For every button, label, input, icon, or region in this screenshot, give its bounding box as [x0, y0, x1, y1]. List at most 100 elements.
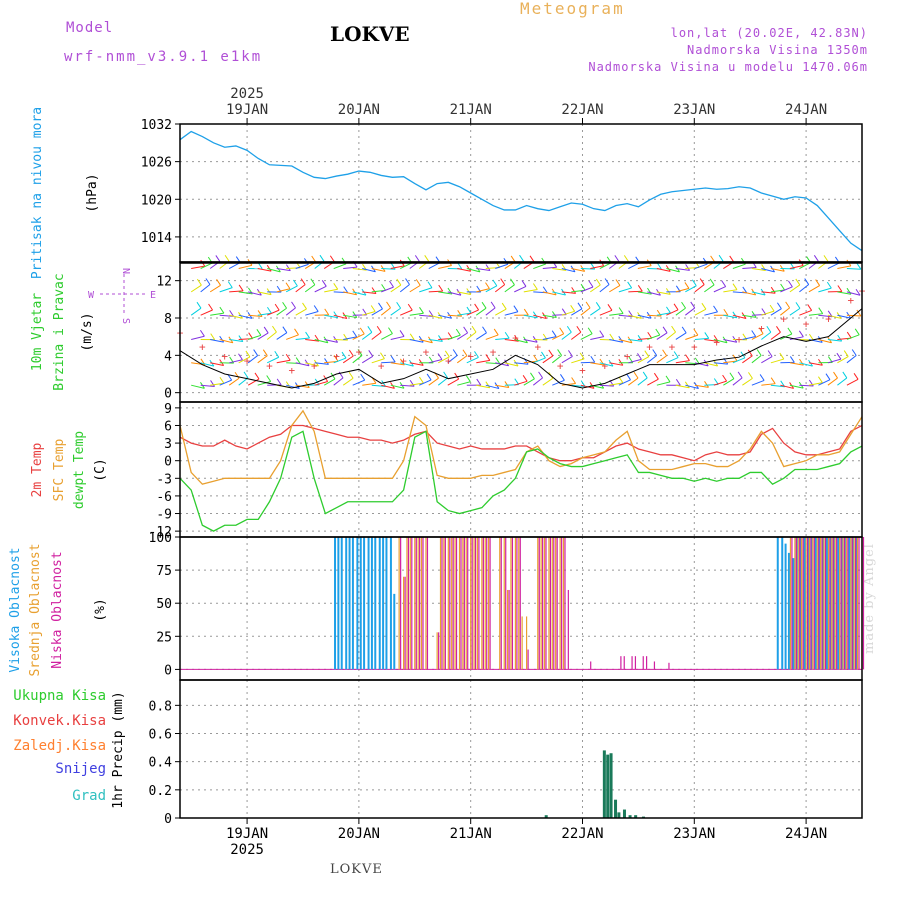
- wind-barb-flag: [333, 355, 339, 362]
- wind-barb: [390, 384, 405, 389]
- wind-barb: [238, 356, 251, 364]
- wind-barb: [723, 378, 735, 386]
- wind-barb-flag: [653, 372, 659, 380]
- bottom-day-label: 19JAN: [226, 826, 268, 842]
- wind-barb: [476, 332, 487, 340]
- wind-barb: [390, 335, 405, 340]
- coordinates: lon,lat (20.02E, 42.83N): [670, 26, 868, 40]
- wind-barb-flag: [272, 325, 277, 333]
- bottom-day-label: 23JAN: [673, 826, 715, 842]
- wind-barb: [542, 291, 557, 296]
- wind-barb-flag: [751, 311, 757, 318]
- precip-bar: [622, 809, 626, 818]
- wind-barb-flag: [405, 278, 410, 285]
- wind-barb-flag: [789, 356, 795, 363]
- wind-barb-flag: [836, 352, 842, 360]
- wind-barb: [523, 338, 538, 343]
- wind-barb: [371, 268, 386, 272]
- y-tick-label: -12: [149, 525, 172, 540]
- wind-barb-flag: [818, 376, 823, 383]
- pressure-unit: (hPa): [85, 173, 100, 212]
- wind-barb: [666, 357, 679, 364]
- wind-barb-flag: [321, 280, 327, 287]
- wind-barb: [637, 314, 652, 319]
- wind-barb: [361, 331, 373, 340]
- y-tick-label: 3: [164, 437, 172, 452]
- wind-barb: [238, 264, 253, 270]
- wind-barb: [637, 291, 652, 295]
- wind-barb: [514, 286, 527, 293]
- wind-barb: [533, 314, 547, 320]
- wind-barb: [276, 332, 288, 340]
- wind-barb: [580, 333, 593, 340]
- wind-barb-flag: [701, 302, 707, 310]
- wind-barb: [219, 338, 233, 344]
- wind-barb-flag: [585, 301, 591, 309]
- wind-barb: [285, 307, 296, 316]
- wind-barb-flag: [324, 358, 329, 365]
- wind-barb: [257, 312, 272, 316]
- wind-barb-flag: [684, 282, 690, 289]
- wind-barb-flag: [378, 302, 383, 310]
- wind-gust-mark: +: [467, 350, 474, 363]
- wind-barb-flag: [419, 376, 424, 384]
- wind-gust-mark: +: [266, 359, 273, 372]
- wind-barb: [723, 360, 738, 364]
- wind-barb: [276, 288, 291, 293]
- wind-barb-flag: [352, 288, 358, 296]
- wind-barb-flag: [300, 278, 306, 285]
- wind-barb-flag: [541, 351, 546, 359]
- wind-barb-flag: [474, 303, 480, 311]
- wind-barb: [618, 287, 632, 293]
- wind-barb: [675, 384, 690, 389]
- wind-barb-flag: [693, 328, 699, 336]
- wind-barb: [295, 308, 307, 316]
- wind-barb: [694, 362, 709, 367]
- wind-barb: [571, 358, 585, 364]
- bottom-day-label: 21JAN: [450, 826, 492, 842]
- wind-barb: [352, 333, 365, 340]
- wind-label-1: 10m Vjetar: [30, 293, 45, 371]
- wind-barb: [200, 384, 215, 387]
- wind-barb-flag: [718, 254, 724, 262]
- wind-barb-flag: [415, 279, 421, 286]
- wind-barb: [656, 355, 667, 364]
- wind-barb: [656, 291, 671, 295]
- wind-barb-flag: [485, 381, 491, 388]
- wind-barb: [780, 307, 790, 316]
- wind-barb: [827, 262, 840, 269]
- wind-gust-mark: +: [691, 341, 698, 354]
- wind-barb: [846, 268, 861, 270]
- wind-barb-flag: [837, 285, 843, 292]
- y-tick-label: 0.6: [149, 728, 172, 743]
- wind-barb: [305, 362, 319, 367]
- bottom-day-label: 24JAN: [785, 826, 827, 842]
- wind-barb: [447, 314, 462, 317]
- wind-barb-flag: [248, 332, 254, 339]
- wind-barb: [343, 291, 357, 296]
- wind-barb: [694, 284, 705, 293]
- wind-barb: [419, 338, 433, 344]
- wind-barb: [295, 384, 310, 389]
- wind-barb-flag: [595, 302, 601, 309]
- wind-barb-flag: [776, 326, 781, 333]
- wind-gust-mark: +: [669, 341, 676, 354]
- wind-barb-flag: [419, 307, 424, 314]
- panel-frame: [179, 679, 863, 819]
- wind-barb: [685, 384, 699, 390]
- y-tick-label: 9: [164, 402, 172, 417]
- wind-barb: [799, 384, 814, 387]
- wind-barb: [314, 285, 327, 293]
- wind-barb: [380, 307, 391, 316]
- wind-barb: [713, 286, 726, 293]
- precip-bar: [614, 799, 618, 818]
- wind-barb: [580, 307, 591, 316]
- wind-barb: [761, 268, 775, 273]
- wind-barb-flag: [570, 305, 576, 312]
- wind-barb: [475, 307, 487, 316]
- wind-barb-flag: [854, 328, 860, 336]
- pressure-line: [179, 130, 863, 252]
- wind-barb-flag: [256, 329, 262, 336]
- top-day-label: 20JAN: [338, 102, 380, 118]
- wind-barb: [504, 362, 519, 367]
